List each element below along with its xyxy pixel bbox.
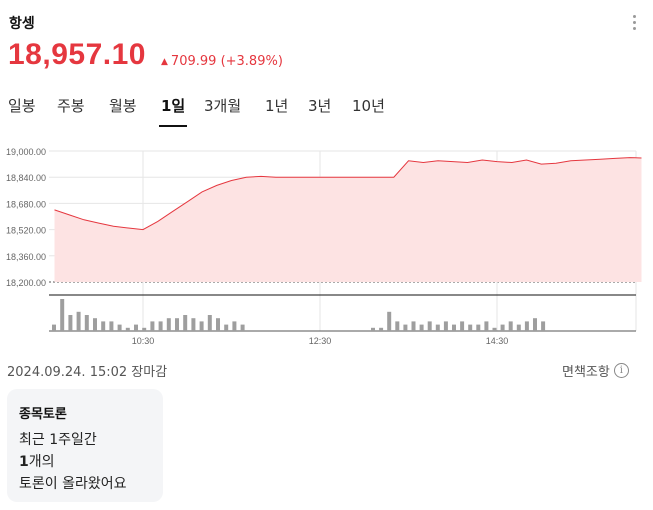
- volume-bar: [541, 321, 546, 331]
- volume-bar: [134, 324, 138, 331]
- tab-10year[interactable]: 10년: [352, 97, 385, 115]
- volume-bar: [492, 327, 497, 331]
- disclaimer-link[interactable]: 면책조항 i: [562, 361, 629, 380]
- price-chart[interactable]: 19,000.00 18,840.00 18,680.00 18,520.00 18,3…: [0, 0, 653, 360]
- volume-bar: [216, 318, 220, 331]
- volume-bar: [84, 315, 89, 331]
- up-triangle-icon: ▲: [161, 57, 168, 67]
- discussion-line1: 최근 1주일간: [19, 432, 97, 448]
- last-update: 2024.09.24. 15:02 장마감: [7, 365, 168, 380]
- volume-bar: [468, 324, 473, 331]
- volume-bar: [68, 315, 73, 331]
- tab-3month[interactable]: 3개월: [204, 97, 242, 115]
- x-tick-label: 14:30: [486, 336, 509, 346]
- volume-bar: [191, 318, 196, 331]
- volume-bar: [500, 324, 505, 331]
- volume-bar: [60, 299, 65, 331]
- volume-bar: [411, 321, 416, 331]
- tab-1year[interactable]: 1년: [265, 97, 289, 115]
- y-tick-label: 18,200.00: [6, 278, 46, 288]
- tab-1day[interactable]: 1일: [158, 97, 188, 127]
- tab-3year[interactable]: 3년: [308, 97, 332, 115]
- volume-bar: [240, 324, 245, 331]
- discussion-line3: 토론이 올라왔어요: [19, 476, 127, 492]
- more-options-icon[interactable]: [629, 15, 639, 33]
- discussion-line2: 1개의: [19, 451, 55, 471]
- x-tick-label: 10:30: [132, 336, 155, 346]
- tab-monthly[interactable]: 월봉: [109, 97, 137, 115]
- y-tick-label: 18,360.00: [6, 252, 46, 262]
- volume-bar: [524, 321, 529, 331]
- volume-bar: [224, 324, 229, 331]
- price-change: ▲ 709.99 (+3.89%): [161, 54, 283, 69]
- discussion-title: 종목토론: [19, 407, 67, 422]
- volume-bar: [101, 321, 106, 331]
- volume-bar: [371, 327, 375, 331]
- volume-bar: [207, 315, 212, 331]
- change-percent: (+3.89%): [220, 54, 283, 69]
- disclaimer-label: 면책조항: [562, 365, 610, 380]
- volume-bar: [460, 321, 465, 331]
- y-tick-label: 18,680.00: [6, 199, 46, 209]
- volume-bar: [125, 327, 130, 331]
- volume-bar: [232, 321, 237, 331]
- volume-bar: [93, 318, 97, 331]
- volume-bar: [158, 321, 163, 331]
- volume-bar: [150, 321, 155, 331]
- volume-bar: [484, 321, 489, 331]
- info-icon: i: [613, 363, 629, 378]
- volume-bar: [516, 324, 521, 331]
- volume-bar: [379, 327, 384, 331]
- volume-bar: [387, 311, 392, 331]
- tab-weekly[interactable]: 주봉: [57, 97, 85, 115]
- price-area: [54, 157, 642, 282]
- volume-bar: [166, 318, 171, 331]
- volume-bar: [476, 324, 481, 331]
- volume-bar: [117, 324, 122, 331]
- y-tick-label: 18,840.00: [6, 173, 46, 183]
- volume-bar: [452, 324, 456, 331]
- y-tick-label: 19,000.00: [6, 147, 46, 157]
- volume-bar: [508, 321, 513, 331]
- volume-bar: [52, 324, 56, 331]
- price-line: [54, 157, 642, 231]
- discussion-card[interactable]: 종목토론 최근 1주일간 1개의 토론이 올라왔어요: [7, 389, 163, 502]
- volume-bar: [76, 311, 81, 331]
- current-price: 18,957.10: [8, 38, 146, 71]
- discussion-count: 1: [19, 454, 29, 470]
- index-name: 항셍: [9, 16, 35, 32]
- volume-bar: [533, 318, 537, 331]
- volume-bar: [435, 324, 440, 331]
- x-tick-label: 12:30: [309, 336, 332, 346]
- volume-bar: [419, 324, 424, 331]
- discussion-count-suffix: 개의: [28, 454, 55, 470]
- volume-bar: [175, 318, 179, 331]
- volume-bar: [395, 321, 400, 331]
- volume-bar: [443, 321, 448, 331]
- volume-bar: [427, 321, 432, 331]
- y-tick-label: 18,520.00: [6, 226, 46, 236]
- tab-daily[interactable]: 일봉: [8, 97, 36, 115]
- volume-bar: [142, 327, 147, 331]
- volume-bar: [403, 324, 408, 331]
- volume-bar: [109, 321, 114, 331]
- volume-bar: [183, 315, 188, 331]
- volume-bar: [199, 321, 204, 331]
- change-value: 709.99: [170, 54, 217, 69]
- period-tabs: 일봉 주봉 월봉 1일 3개월 1년 3년 10년: [0, 95, 653, 131]
